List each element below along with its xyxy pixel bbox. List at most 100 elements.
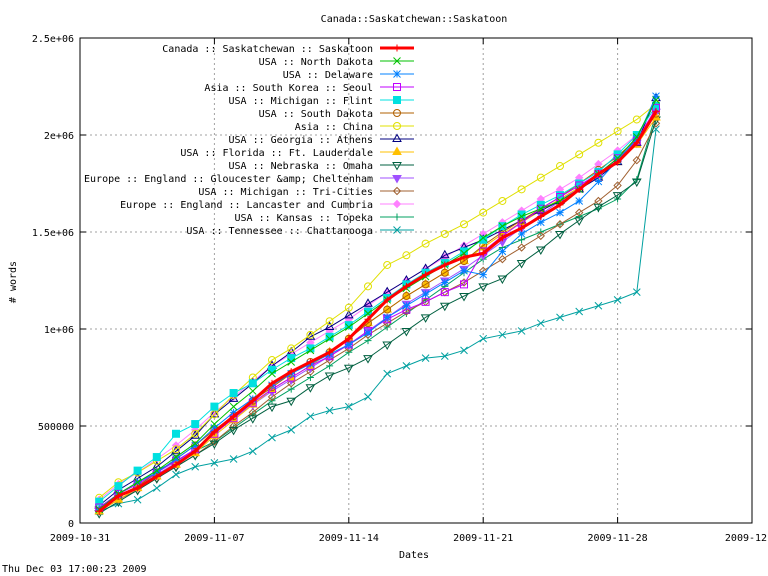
data-point	[324, 321, 335, 331]
legend-marker	[392, 162, 402, 171]
data-point	[632, 288, 641, 296]
data-point	[230, 412, 238, 420]
data-point	[287, 368, 295, 376]
series-line	[99, 129, 657, 512]
data-point	[536, 319, 545, 328]
data-point	[344, 323, 353, 331]
data-point	[210, 402, 219, 411]
legend-marker	[393, 109, 401, 117]
data-point	[633, 139, 641, 147]
data-point	[95, 497, 104, 506]
legend-label: USA :: Nebraska :: Omaha	[229, 161, 374, 172]
legend-label: Asia :: South Korea :: Seoul	[204, 83, 373, 94]
data-point	[536, 231, 546, 241]
y-tick-label: 500000	[38, 422, 74, 433]
data-point	[343, 364, 354, 374]
data-point	[172, 453, 180, 461]
data-point	[614, 158, 622, 166]
legend-label: USA :: Georgia :: Athens	[229, 135, 374, 146]
data-point	[172, 461, 180, 469]
x-tick-label: 2009-11-07	[184, 533, 244, 544]
data-point	[210, 437, 219, 446]
legend-marker	[393, 96, 401, 104]
data-point	[305, 384, 316, 393]
data-point	[286, 379, 296, 388]
data-point	[152, 468, 161, 477]
data-point	[517, 230, 526, 238]
data-point	[593, 203, 604, 213]
data-point	[210, 428, 218, 436]
data-point	[555, 230, 565, 240]
data-point	[594, 138, 603, 147]
data-point	[536, 173, 545, 182]
data-point	[363, 355, 373, 364]
data-point	[191, 429, 200, 438]
data-point	[229, 408, 238, 417]
data-point	[402, 301, 411, 310]
data-point	[460, 346, 468, 355]
data-point	[460, 220, 468, 229]
data-point	[594, 170, 602, 178]
legend-marker	[392, 133, 402, 142]
legend-label: USA :: South Dakota	[259, 109, 373, 120]
data-point	[249, 397, 257, 405]
data-point	[172, 470, 180, 479]
data-point	[229, 455, 238, 463]
series-line	[98, 110, 658, 513]
data-point	[402, 362, 411, 370]
data-point	[114, 482, 123, 491]
data-point	[134, 484, 142, 492]
data-point	[382, 341, 393, 351]
data-point	[516, 260, 527, 269]
data-point	[421, 297, 430, 306]
data-point	[344, 402, 353, 411]
legend-marker	[392, 175, 402, 184]
data-point	[152, 484, 161, 492]
data-point	[402, 292, 411, 301]
data-point	[268, 356, 276, 365]
data-point	[228, 426, 239, 436]
legend-label: USA :: Michigan :: Flint	[229, 96, 374, 107]
series-line	[98, 99, 657, 510]
data-point	[267, 392, 277, 402]
data-point	[498, 196, 507, 205]
legend-label: USA :: North Dakota	[259, 57, 373, 68]
data-point	[383, 305, 392, 314]
series-line	[98, 95, 657, 510]
data-point	[651, 119, 661, 128]
data-point	[518, 224, 526, 232]
data-point	[556, 201, 564, 209]
data-point	[95, 507, 103, 515]
data-point	[631, 178, 642, 188]
data-point	[114, 492, 122, 500]
legend-marker	[393, 83, 401, 91]
data-point	[152, 466, 161, 475]
data-point	[440, 268, 449, 277]
data-point	[517, 327, 526, 335]
data-point	[402, 251, 411, 260]
data-point	[460, 266, 468, 275]
data-point	[383, 296, 391, 304]
data-point	[632, 156, 642, 165]
data-point	[363, 298, 373, 307]
data-point	[268, 369, 276, 378]
data-point	[364, 329, 372, 337]
data-point	[652, 92, 660, 101]
data-point	[191, 441, 200, 450]
data-point	[325, 334, 334, 343]
data-point	[172, 455, 180, 463]
data-point	[191, 439, 200, 448]
data-point	[287, 426, 296, 434]
data-point	[632, 115, 641, 124]
data-point	[152, 453, 161, 462]
data-point	[191, 447, 199, 455]
tick-labels: 0 500000 1e+06 1.5e+06 2e+06 2.5e+06 2009-10-3…	[32, 34, 768, 544]
data-point	[325, 355, 334, 365]
legend-label: Asia :: China	[295, 122, 373, 133]
data-point	[191, 462, 200, 471]
data-point	[247, 415, 258, 424]
data-point	[422, 271, 430, 279]
data-point	[364, 393, 372, 401]
data-point	[613, 296, 622, 304]
data-point	[248, 447, 257, 456]
